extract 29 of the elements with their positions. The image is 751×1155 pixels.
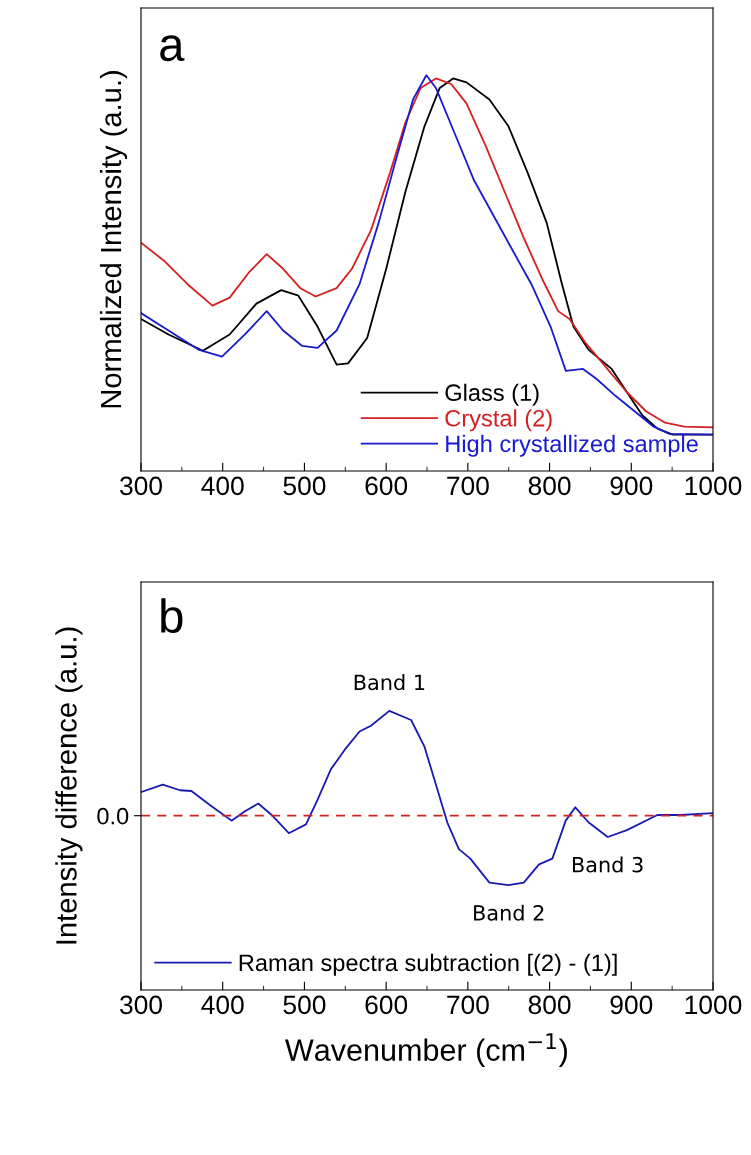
legend-label: High crystallized sample	[446, 434, 698, 457]
x-tick-label: 600	[365, 995, 408, 1015]
x-tick-label: 600	[365, 476, 408, 496]
x-axis-title: Wavenumber (cm$^{−1}$)	[285, 1033, 567, 1067]
annotation: Band 3	[572, 856, 643, 873]
x-tick-label: 500	[283, 995, 326, 1015]
x-tick-label: 300	[119, 995, 162, 1015]
ref-line-label: 0.0	[97, 807, 129, 825]
y-axis-title: Intensity difference (a.u.)	[55, 627, 83, 944]
x-tick-label: 300	[119, 476, 162, 496]
legend-label: Glass (1)	[445, 383, 539, 406]
text: b	[161, 598, 183, 634]
x-tick-label: 500	[283, 476, 326, 496]
x-tick-label: 800	[528, 476, 571, 496]
y-axis-title: Normalized Intensity (a.u.)	[99, 71, 128, 408]
x-tick-label: 1000	[685, 995, 742, 1015]
x-tick-label: 400	[201, 995, 244, 1015]
x-tick-label: 400	[201, 476, 244, 496]
x-tick-label: 800	[528, 995, 571, 1015]
x-tick-label: 700	[447, 476, 489, 496]
annotation: Band 1	[354, 674, 425, 691]
legend-label: Raman spectra subtraction [(2) - (1)]	[239, 953, 617, 976]
legend-label: Crystal (2)	[445, 409, 552, 432]
text: a	[160, 35, 185, 62]
annotation: Band 2	[474, 904, 544, 921]
x-tick-label: 900	[610, 476, 653, 496]
x-tick-label: 700	[447, 995, 489, 1015]
x-tick-label: 900	[610, 995, 653, 1015]
x-tick-label: 1000	[685, 476, 742, 496]
